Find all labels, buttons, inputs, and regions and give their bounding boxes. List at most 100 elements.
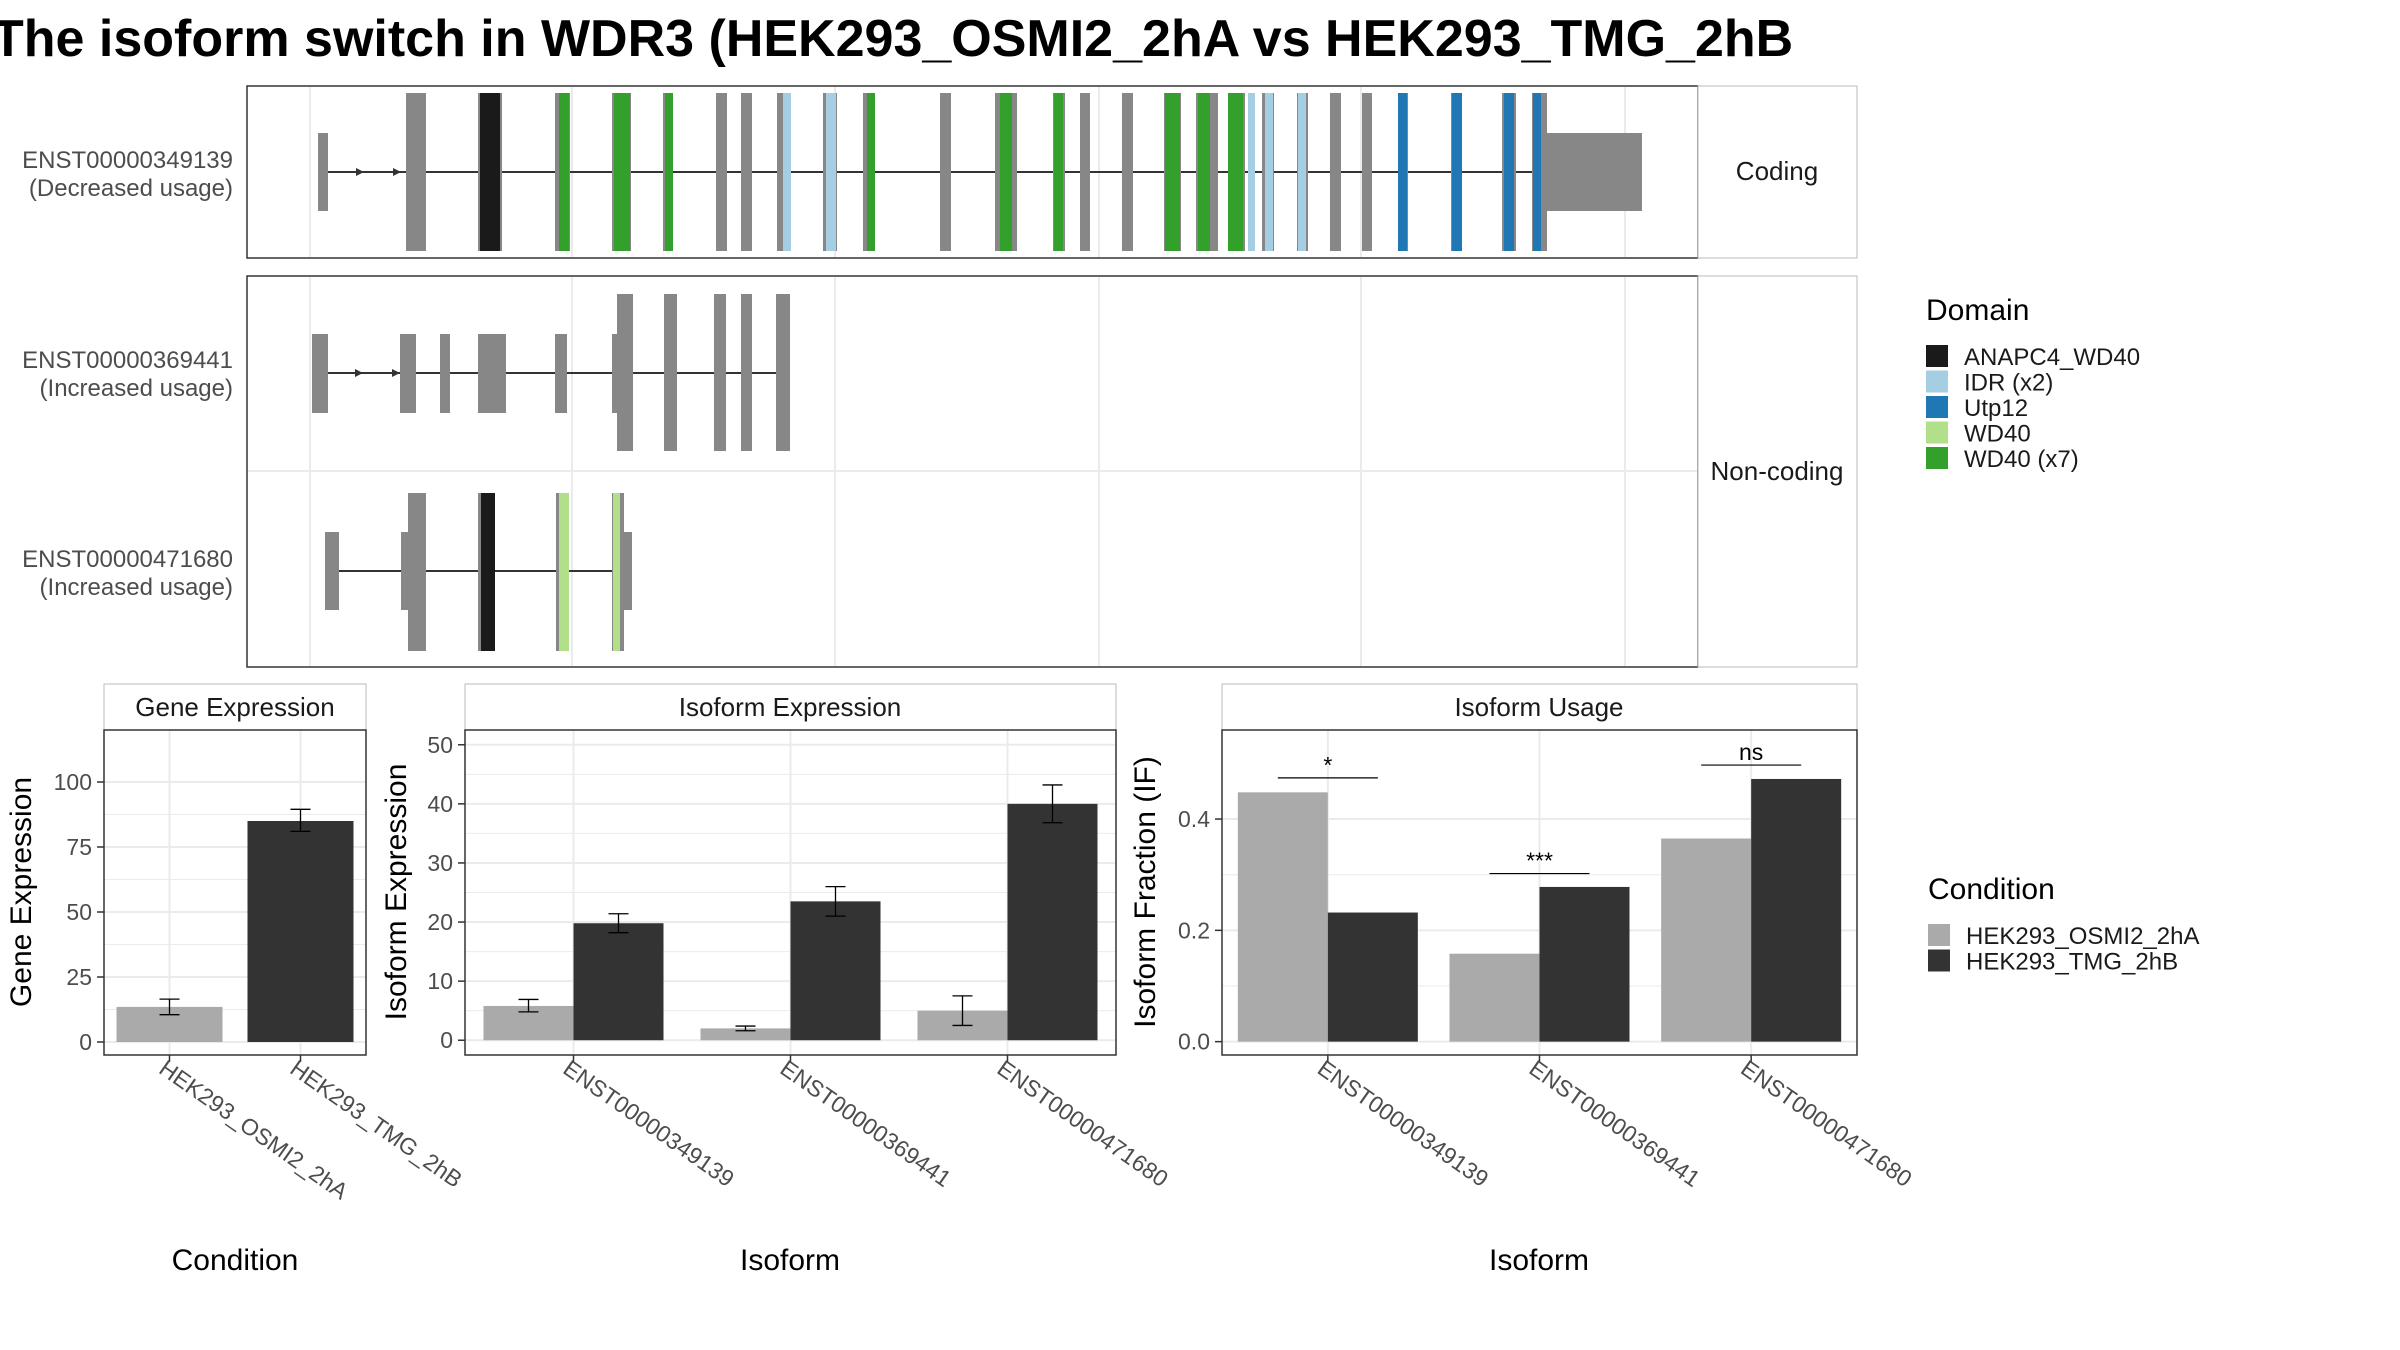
isoform-usage-panel: Isoform Usage ****ns 0.00.20.4 ENST00000… [1129,683,1917,1277]
isoform-3-domains [481,493,620,651]
gene-expression-frame [103,729,367,1056]
isoform-expression-errorbars [518,784,1063,1032]
isoform-3-id: ENST00000471680 [22,546,233,573]
isoform-1-direction-arrows [356,168,401,176]
isoform-expression-ytick-label: 10 [427,968,453,994]
gene-expression-ytick-label: 75 [66,834,92,860]
isoform-expression-xtick-label: ENST00000349139 [559,1055,739,1192]
gene-expression-ytick-label: 0 [79,1029,92,1055]
isoform-usage-bar-s2-2 [1539,886,1630,1042]
condition-legend-label-2: HEK293_TMG_2hB [1966,949,2178,976]
isoform-expression-bar-s2-1 [573,923,664,1041]
domain-legend-label-3: Utp12 [1964,395,2028,422]
isoform-expression-bars [483,803,1098,1041]
isoform-usage-bar-s1-3 [1661,838,1752,1042]
isoform-usage-significance-label: *** [1526,848,1553,874]
domain-legend-label-5: WD40 (x7) [1964,446,2079,473]
gene-expression-bar-2 [247,821,354,1042]
noncoding-facet: Non-coding ENST00000369441 (Increased us… [22,275,1858,668]
isoform-usage-significance-label: ns [1739,739,1763,765]
isoform-expression-xtick-label: ENST00000369441 [776,1055,956,1192]
gene-expression-y-ticks: 0 25 50 75 100 [54,769,104,1055]
isoform-usage-ylabel: Isoform Fraction (IF) [1129,756,1162,1028]
isoform-usage-xlabel: Isoform [1489,1244,1589,1277]
isoform-1-domains [480,93,1541,251]
noncoding-strip [1697,275,1858,668]
gene-expression-ytick-label: 50 [66,899,92,925]
isoform-usage-strip [1221,683,1858,731]
isoform-2-usage: (Increased usage) [40,375,233,402]
isoform-expression-bar-s2-2 [790,901,881,1041]
gene-expression-errorbars [159,808,311,1016]
isoform-usage-bar-s1-1 [1237,792,1328,1042]
isoform-expression-ytick-label: 20 [427,909,453,935]
isoform-expression-ylabel: Isoform Expression [380,764,413,1021]
isoform-usage-bar-s2-3 [1751,778,1842,1042]
isoform-expression-ytick-label: 30 [427,850,453,876]
isoform-expression-xlabel: Isoform [740,1244,840,1277]
isoform-usage-bars [1237,778,1842,1042]
isoform-expression-ytick-label: 0 [440,1027,453,1053]
domain-legend-label-1: ANAPC4_WD40 [1964,344,2140,371]
domain-legend-key-1 [1926,345,1948,367]
isoform-usage-ytick-label: 0.2 [1178,917,1210,943]
isoform-usage-ytick-label: 0.0 [1178,1029,1210,1055]
isoform-2-exons [312,294,790,451]
isoform-expression-ytick-label: 40 [427,791,453,817]
gene-expression-strip-label: Gene Expression [135,692,334,722]
isoform-usage-xtick-label: ENST00000369441 [1525,1055,1705,1192]
condition-legend-title: Condition [1928,873,2055,906]
domain-legend-key-3 [1926,396,1948,418]
isoform-1-usage: (Decreased usage) [29,175,233,202]
domain-legend-title: Domain [1926,294,2029,327]
isoform-expression-x-ticks: ENST00000349139 ENST00000369441 ENST000004… [559,1055,1173,1192]
isoform-usage-bar-s1-2 [1449,953,1540,1042]
isoform-2-id: ENST00000369441 [22,347,233,374]
condition-legend-key-1 [1928,924,1950,946]
isoform-expression-panel: Isoform Expression 0 10 20 30 40 50 ENST00000… [380,683,1173,1277]
domain-legend-label-2: IDR (x2) [1964,370,2053,397]
coding-facet: Coding ENST00000349139 (Decreased usage) [22,85,1858,259]
domain-legend-key-4 [1926,421,1948,444]
isoform-usage-xtick-label: ENST00000471680 [1736,1055,1916,1192]
isoform-usage-significance-label: * [1323,752,1332,778]
isoform-usage-significance: ****ns [1277,739,1802,875]
isoform-expression-strip [464,683,1117,731]
coding-strip-label: Coding [1736,156,1818,186]
condition-legend-key-2 [1928,949,1950,972]
condition-legend-label-1: HEK293_OSMI2_2hA [1966,923,2199,950]
isoform-usage-ytick-label: 0.4 [1178,806,1210,832]
isoform-usage-strip-label: Isoform Usage [1454,692,1623,722]
isoform-1-id: ENST00000349139 [22,147,233,174]
gene-expression-ytick-label: 25 [66,964,92,990]
isoform-usage-y-ticks: 0.0 0.2 0.4 [1178,806,1222,1055]
isoform-expression-xtick-label: ENST00000471680 [993,1055,1173,1192]
coding-strip [1697,85,1858,259]
isoform-expression-bar-s2-3 [1007,803,1098,1041]
isoform-expression-y-ticks: 0 10 20 30 40 50 [427,732,465,1053]
gene-expression-ylabel: Gene Expression [5,777,38,1007]
domain-legend-key-2 [1926,370,1948,393]
isoform-expression-bar-s1-2 [700,1028,791,1041]
gene-expression-ytick-label: 100 [54,769,92,795]
isoform-usage-xtick-label: ENST00000349139 [1313,1055,1493,1192]
isoform-expression-ytick-label: 50 [427,732,453,758]
isoform-expression-strip-label: Isoform Expression [679,692,902,722]
gene-expression-strip [103,683,367,731]
domain-legend-key-5 [1926,447,1948,469]
isoform-usage-x-ticks: ENST00000349139 ENST00000369441 ENST000004… [1313,1055,1917,1192]
domain-legend-label-4: WD40 [1964,421,2031,448]
figure-title: The isoform switch in WDR3 (HEK293_OSMI2… [0,10,1793,68]
isoform-usage-bar-s2-1 [1327,912,1418,1042]
isoform-2-direction-arrows [355,369,400,377]
gene-expression-bars [116,821,354,1042]
isoform-3-usage: (Increased usage) [40,574,233,601]
noncoding-gridlines [248,277,1697,666]
noncoding-strip-label: Non-coding [1711,456,1844,486]
